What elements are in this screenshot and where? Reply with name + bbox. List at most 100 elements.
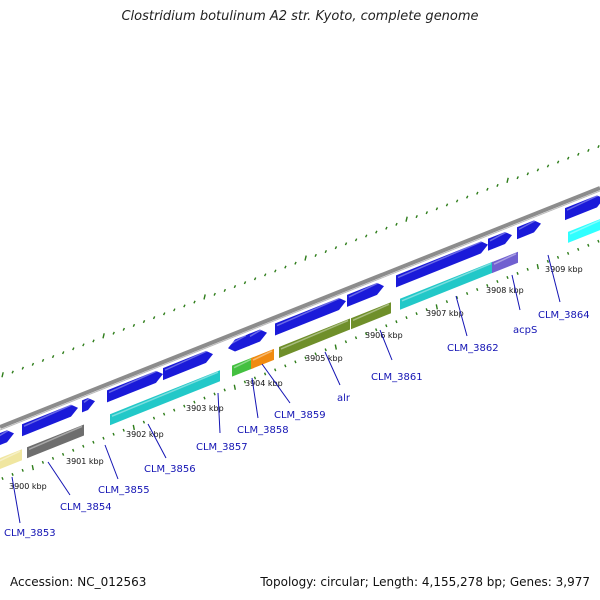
inner-tick: [223, 388, 226, 392]
gene-label-clm_3857[interactable]: CLM_3857: [196, 442, 248, 453]
gene-label-clm_3861[interactable]: CLM_3861: [371, 372, 423, 383]
inner-tick: [526, 267, 529, 271]
reverse-gene-8-gloss: [493, 253, 517, 265]
inner-tick: [324, 348, 327, 352]
reverse-gene-0[interactable]: [0, 449, 22, 470]
outer-tick: [263, 273, 267, 277]
inner-tick: [516, 271, 519, 275]
reverse-gene-1[interactable]: [27, 424, 84, 459]
forward-gene-0[interactable]: [0, 430, 14, 446]
reverse-gene-2[interactable]: [110, 370, 220, 426]
outer-tick: [577, 152, 580, 156]
gene-leader-line: [147, 423, 167, 459]
outer-tick: [556, 160, 560, 164]
outer-tick: [385, 226, 388, 230]
forward-gene-5[interactable]: [228, 333, 250, 352]
forward-gene-12[interactable]: [565, 195, 600, 221]
gene-label-clm_3853[interactable]: CLM_3853: [4, 528, 56, 539]
reverse-gene-5[interactable]: [279, 318, 350, 358]
inner-tick: [102, 436, 105, 440]
outer-tick: [162, 312, 166, 316]
gene-label-clm_3858[interactable]: CLM_3858: [237, 425, 289, 436]
gene-label-clm_3862[interactable]: CLM_3862: [447, 343, 499, 354]
inner-tick: [253, 376, 257, 380]
forward-gene-7-gloss: [276, 296, 343, 327]
kbp-tick-label: 3909 kbp: [545, 265, 583, 274]
outer-tick: [445, 203, 449, 207]
forward-gene-0-gloss: [0, 428, 11, 437]
inner-tick: [445, 300, 449, 304]
outer-tick: [566, 156, 570, 160]
kbp-tick-label: 3905 kbp: [305, 354, 343, 363]
gene-label-alr[interactable]: alr: [337, 393, 351, 404]
reverse-gene-9[interactable]: [568, 218, 600, 243]
outer-tick: [587, 148, 590, 152]
reverse-gene-4[interactable]: [251, 348, 274, 370]
forward-gene-8-gloss: [348, 281, 381, 298]
outer-tick: [435, 207, 439, 211]
gene-label-clm_3856[interactable]: CLM_3856: [144, 464, 196, 475]
reverse-gene-7[interactable]: [400, 261, 493, 310]
outer-tick: [112, 331, 115, 335]
inner-tick: [506, 275, 509, 279]
inner-tick: [415, 312, 418, 316]
inner-tick: [344, 340, 348, 344]
forward-gene-11[interactable]: [517, 220, 541, 240]
outer-tick: [486, 187, 489, 191]
inner-tick: [425, 308, 428, 312]
reverse-gene-8[interactable]: [492, 251, 518, 274]
gene-leader-line: [261, 363, 291, 404]
outer-tick: [354, 238, 358, 242]
outer-tick: [21, 366, 25, 370]
outer-tick: [233, 284, 237, 289]
forward-gene-7[interactable]: [275, 297, 346, 336]
forward-gene-8[interactable]: [347, 282, 384, 307]
outer-tick: [506, 177, 509, 183]
inner-tick: [51, 456, 55, 460]
reverse-gene-6[interactable]: [351, 302, 391, 330]
kbp-tick-label: 3900 kbp: [9, 482, 47, 491]
outer-tick: [405, 216, 408, 222]
forward-gene-3[interactable]: [107, 370, 163, 403]
forward-gene-4-gloss: [164, 349, 210, 371]
map-title: Clostridium botulinum A2 str. Kyoto, com…: [121, 9, 479, 24]
outer-tick: [31, 362, 35, 366]
genome-stats-label: Topology: circular; Length: 4,155,278 bp…: [260, 575, 590, 589]
outer-tick: [516, 176, 519, 180]
reverse-gene-4-gloss: [252, 350, 273, 361]
gene-label-acps[interactable]: acpS: [513, 325, 537, 336]
inner-tick: [11, 472, 14, 476]
outer-tick: [395, 222, 398, 226]
gene-label-clm_3864[interactable]: CLM_3864: [538, 310, 590, 321]
forward-gene-4[interactable]: [163, 350, 213, 381]
forward-gene-3-gloss: [108, 369, 160, 394]
inner-tick: [304, 356, 307, 360]
inner-tick: [314, 352, 317, 356]
gene-leader-line: [11, 476, 21, 524]
forward-gene-9[interactable]: [396, 241, 488, 288]
reverse-gene-3[interactable]: [232, 356, 254, 377]
forward-gene-2[interactable]: [82, 397, 95, 413]
gene-label-clm_3854[interactable]: CLM_3854: [60, 502, 112, 513]
forward-gene-6[interactable]: [248, 329, 267, 347]
gene-label-clm_3859[interactable]: CLM_3859: [274, 410, 326, 421]
outer-tick: [183, 304, 186, 308]
outer-tick: [425, 211, 429, 215]
outer-tick: [546, 164, 550, 168]
outer-tick: [496, 183, 499, 187]
gene-label-clm_3855[interactable]: CLM_3855: [98, 485, 150, 496]
outer-tick: [223, 288, 227, 292]
reverse-gene-1-gloss: [28, 425, 83, 450]
kbp-tick-label: 3902 kbp: [126, 430, 164, 439]
forward-gene-10[interactable]: [488, 231, 512, 251]
forward-gene-1[interactable]: [22, 404, 78, 437]
outer-tick: [375, 230, 378, 234]
outer-tick: [213, 292, 216, 296]
inner-tick: [496, 279, 499, 283]
forward-gene-9-gloss: [397, 239, 485, 279]
forward-gene-12-gloss: [566, 193, 600, 211]
forward-gene-11-gloss: [518, 218, 538, 230]
inner-tick: [122, 428, 125, 432]
accession-label: Accession: NC_012563: [10, 575, 147, 589]
inner-tick: [556, 255, 560, 259]
